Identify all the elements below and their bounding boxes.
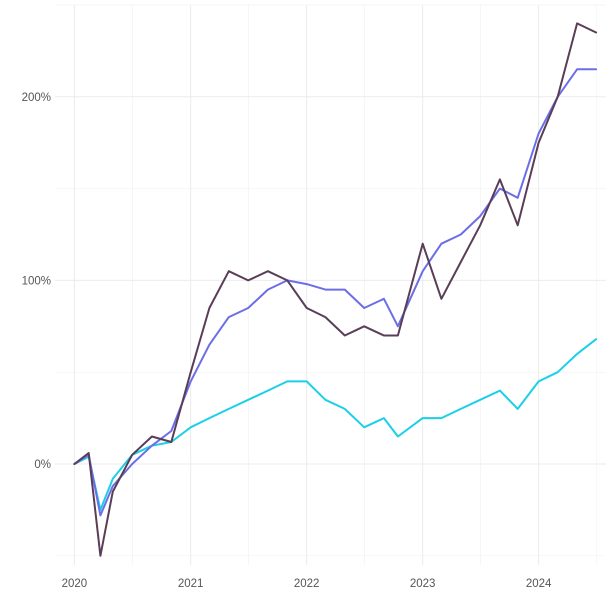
x-tick-label: 2023 bbox=[410, 578, 436, 590]
x-tick-label: 2022 bbox=[294, 578, 320, 590]
y-tick-label: 100% bbox=[22, 275, 51, 287]
y-axis-tick-labels: 0% 100% 200% bbox=[22, 92, 51, 471]
x-tick-label: 2024 bbox=[526, 578, 552, 590]
minor-gridlines bbox=[55, 4, 606, 565]
series-line-2 bbox=[73, 68, 598, 517]
x-tick-label: 2021 bbox=[178, 578, 204, 590]
x-tick-label: 2020 bbox=[62, 578, 88, 590]
y-tick-label: 0% bbox=[34, 459, 51, 471]
x-axis-tick-labels: 2020 2021 2022 2023 2024 bbox=[62, 578, 552, 590]
y-tick-label: 200% bbox=[22, 92, 51, 104]
series-line-3 bbox=[73, 338, 598, 511]
series-lines bbox=[73, 22, 598, 557]
series-line-1 bbox=[73, 22, 598, 557]
major-gridlines bbox=[55, 5, 606, 565]
